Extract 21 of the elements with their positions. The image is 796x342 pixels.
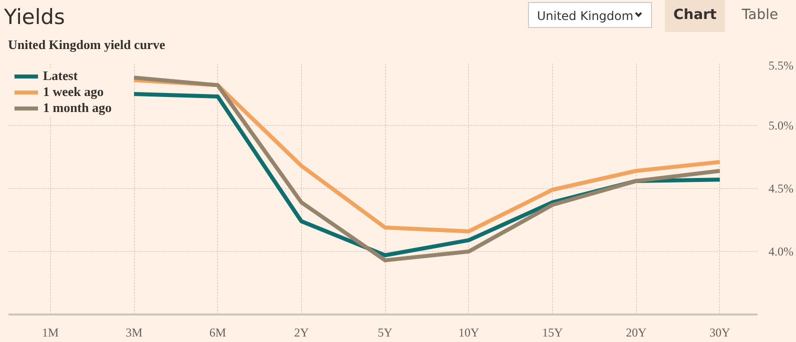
x-tick-label: 30Y (710, 326, 731, 340)
legend-label: 1 week ago (43, 84, 104, 100)
y-tick-label: 5.0% (768, 118, 794, 132)
x-tick-label: 1M (42, 326, 60, 340)
x-tick-label: 20Y (626, 326, 647, 340)
text: Chart (665, 0, 725, 32)
x-tick-label: 6M (209, 326, 226, 340)
text: Table (740, 6, 780, 25)
chart-subtitle: United Kingdom yield curve (8, 36, 166, 54)
y-tick-label: 4.5% (768, 182, 794, 196)
chart-title: Yields (4, 4, 65, 31)
x-tick-label: 2Y (294, 326, 310, 340)
legend-label: Latest (43, 68, 78, 84)
x-tick-label: 10Y (458, 326, 480, 340)
x-tick-label: 15Y (542, 326, 564, 340)
x-tick-label: 5Y (378, 326, 393, 340)
y-tick-label: 5.5% (768, 58, 794, 72)
legend-label: 1 month ago (43, 100, 112, 116)
x-tick-label: 3M (126, 326, 143, 340)
text: United Kingdom (528, 2, 652, 28)
y-tick-label: 4.0% (768, 244, 794, 258)
